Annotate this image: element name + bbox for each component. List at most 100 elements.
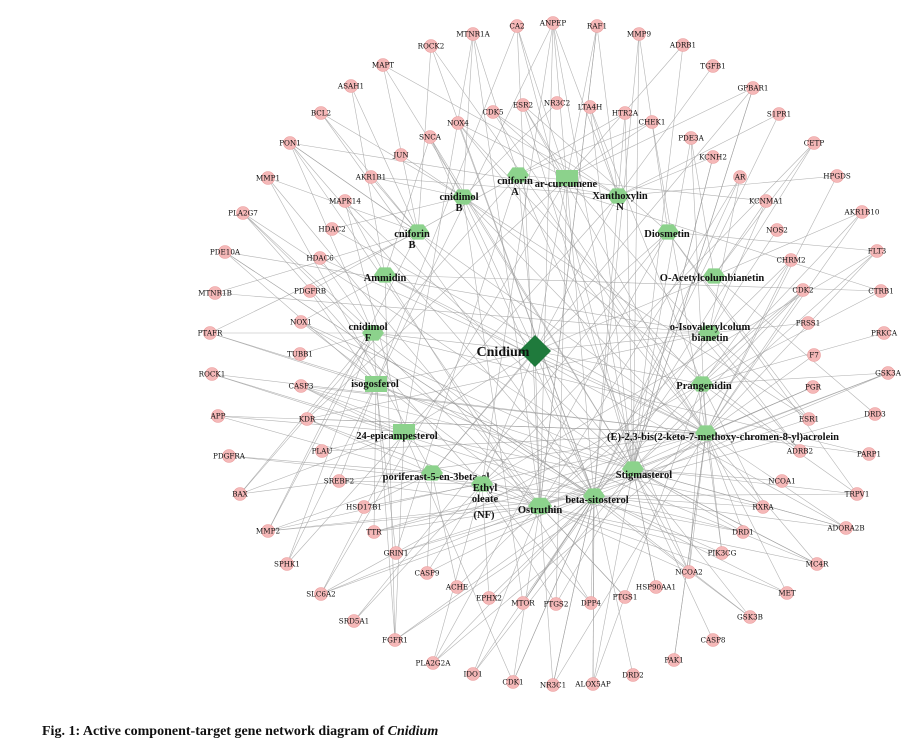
edge-gene-component: [667, 231, 858, 495]
edge-gene-component: [319, 257, 374, 334]
edge-gene-component: [593, 142, 815, 497]
gene-node-rxra: RXRA: [752, 500, 774, 514]
edge-gene-component: [384, 136, 431, 276]
edge-gene-component: [705, 354, 815, 434]
edge-gene-component: [705, 432, 723, 554]
edge-gene-component: [382, 64, 634, 470]
gene-label: MTNR1A: [456, 30, 490, 39]
component-shape: [556, 170, 578, 186]
component-label-line2: B: [408, 240, 415, 251]
gene-dot: [486, 105, 500, 119]
gene-node-akr1b1: AKR1B1: [355, 170, 386, 184]
gene-dot: [733, 170, 747, 184]
gene-dot: [626, 668, 640, 682]
edge-gene-component: [338, 383, 377, 482]
component-label-line2: bianetin: [692, 333, 729, 344]
edge-gene-component: [306, 418, 541, 507]
component-label: Diosmetin: [644, 229, 690, 240]
edge-gene-component: [552, 432, 707, 686]
gene-label: LTA4H: [578, 103, 603, 112]
gene-dot: [261, 524, 275, 538]
gene-node-rock1: ROCK1: [199, 367, 225, 381]
gene-label: NR3C2: [544, 99, 570, 108]
component-node: beta-sitosterol: [565, 488, 629, 506]
edge-gene-component: [462, 33, 474, 198]
edge-gene-component: [289, 142, 374, 334]
component-label-line1: Ostruthin: [518, 505, 563, 516]
edge-gene-component: [593, 495, 751, 618]
gene-dot: [618, 590, 632, 604]
edge-gene-component: [632, 289, 804, 470]
gene-label: MC4R: [806, 560, 829, 569]
component-label-line1: ar-curcumene: [535, 179, 598, 190]
edge-gene-component: [331, 228, 707, 434]
gene-node-ttr: TTR: [366, 525, 382, 539]
edge-gene-component: [632, 87, 754, 470]
edge-gene-component: [267, 231, 419, 532]
edge-gene-component: [555, 468, 634, 605]
gene-dot: [482, 591, 496, 605]
component-label: Ostruthin: [518, 505, 563, 516]
edge-gene-component: [705, 432, 744, 533]
gene-node-pik3cg: PIK3CG: [708, 546, 737, 560]
edge-gene-component: [517, 174, 882, 292]
gene-node-anpep: ANPEP: [539, 16, 566, 30]
component-shape: [362, 325, 384, 341]
component-label-line1: Prangenidin: [676, 381, 732, 392]
component-node: ar-curcumene: [535, 170, 598, 190]
edge-gene-component: [300, 385, 707, 434]
edge-gene-component: [632, 468, 818, 565]
edge-gene-component: [320, 112, 464, 198]
gene-label: EPHX2: [476, 594, 502, 603]
gene-label: CETP: [804, 139, 825, 148]
edge-gene-component: [492, 111, 707, 434]
gene-label: NR3C1: [540, 681, 566, 690]
gene-dot: [743, 610, 757, 624]
gene-label: PGR: [805, 383, 822, 392]
gene-node-drd3: DRD3: [864, 407, 886, 421]
gene-dot: [584, 596, 598, 610]
gene-label: RXRA: [752, 503, 774, 512]
component-label: o-Isovalerylcolum bianetin: [670, 322, 751, 344]
gene-dot: [506, 675, 520, 689]
gene-dot: [549, 597, 563, 611]
edge-gene-component: [431, 472, 458, 588]
gene-node-mmp9: MMP9: [627, 27, 651, 41]
gene-label: CTRB1: [868, 287, 894, 296]
edge-component-hub: [534, 350, 634, 470]
gene-label: SREBF2: [324, 477, 354, 486]
edge-gene-component: [708, 332, 810, 420]
gene-dot: [280, 557, 294, 571]
edge-gene-component: [338, 480, 541, 507]
gene-dot: [586, 677, 600, 691]
edge-gene-component: [566, 177, 801, 452]
edge-gene-component: [457, 122, 703, 385]
gene-node-tgfb1: TGFB1: [700, 59, 726, 73]
gene-label: DRD3: [864, 410, 886, 419]
gene-label: ADRB2: [786, 447, 813, 456]
network-diagram: CA2 ANPEP RAF1 MMP9 ADRB1 TGFB1 GPBAR1 S1PR1 CET…: [198, 16, 902, 692]
gene-node-nr3c2: NR3C2: [544, 96, 570, 110]
edge-gene-component: [593, 495, 764, 508]
gene-label: FGFR1: [382, 636, 408, 645]
edge-gene-component: [320, 383, 703, 595]
edge-gene-component: [363, 472, 433, 508]
edge-gene-component: [590, 495, 595, 604]
edge-gene-component: [705, 432, 788, 594]
gene-label: PTGS1: [613, 593, 638, 602]
edge-gene-component: [632, 468, 847, 529]
caption-species: Cnidium: [387, 724, 439, 739]
gene-dot: [807, 136, 821, 150]
component-label: isogosferol: [351, 379, 399, 390]
edge-gene-component: [632, 468, 690, 573]
gene-node-gsk3a: GSK3A: [875, 366, 902, 380]
edge-gene-component: [209, 332, 377, 385]
component-label-line1: Ammidin: [364, 273, 407, 284]
gene-label: PRKCA: [871, 329, 898, 338]
gene-node-parp1: PARP1: [857, 447, 881, 461]
edge-gene-component: [239, 432, 707, 495]
component-label-line1: (E)-2,3-bis(2-keto-7-methoxy-chromen-8-y…: [607, 432, 839, 443]
edge-gene-component: [552, 22, 634, 470]
gene-dot: [261, 171, 275, 185]
